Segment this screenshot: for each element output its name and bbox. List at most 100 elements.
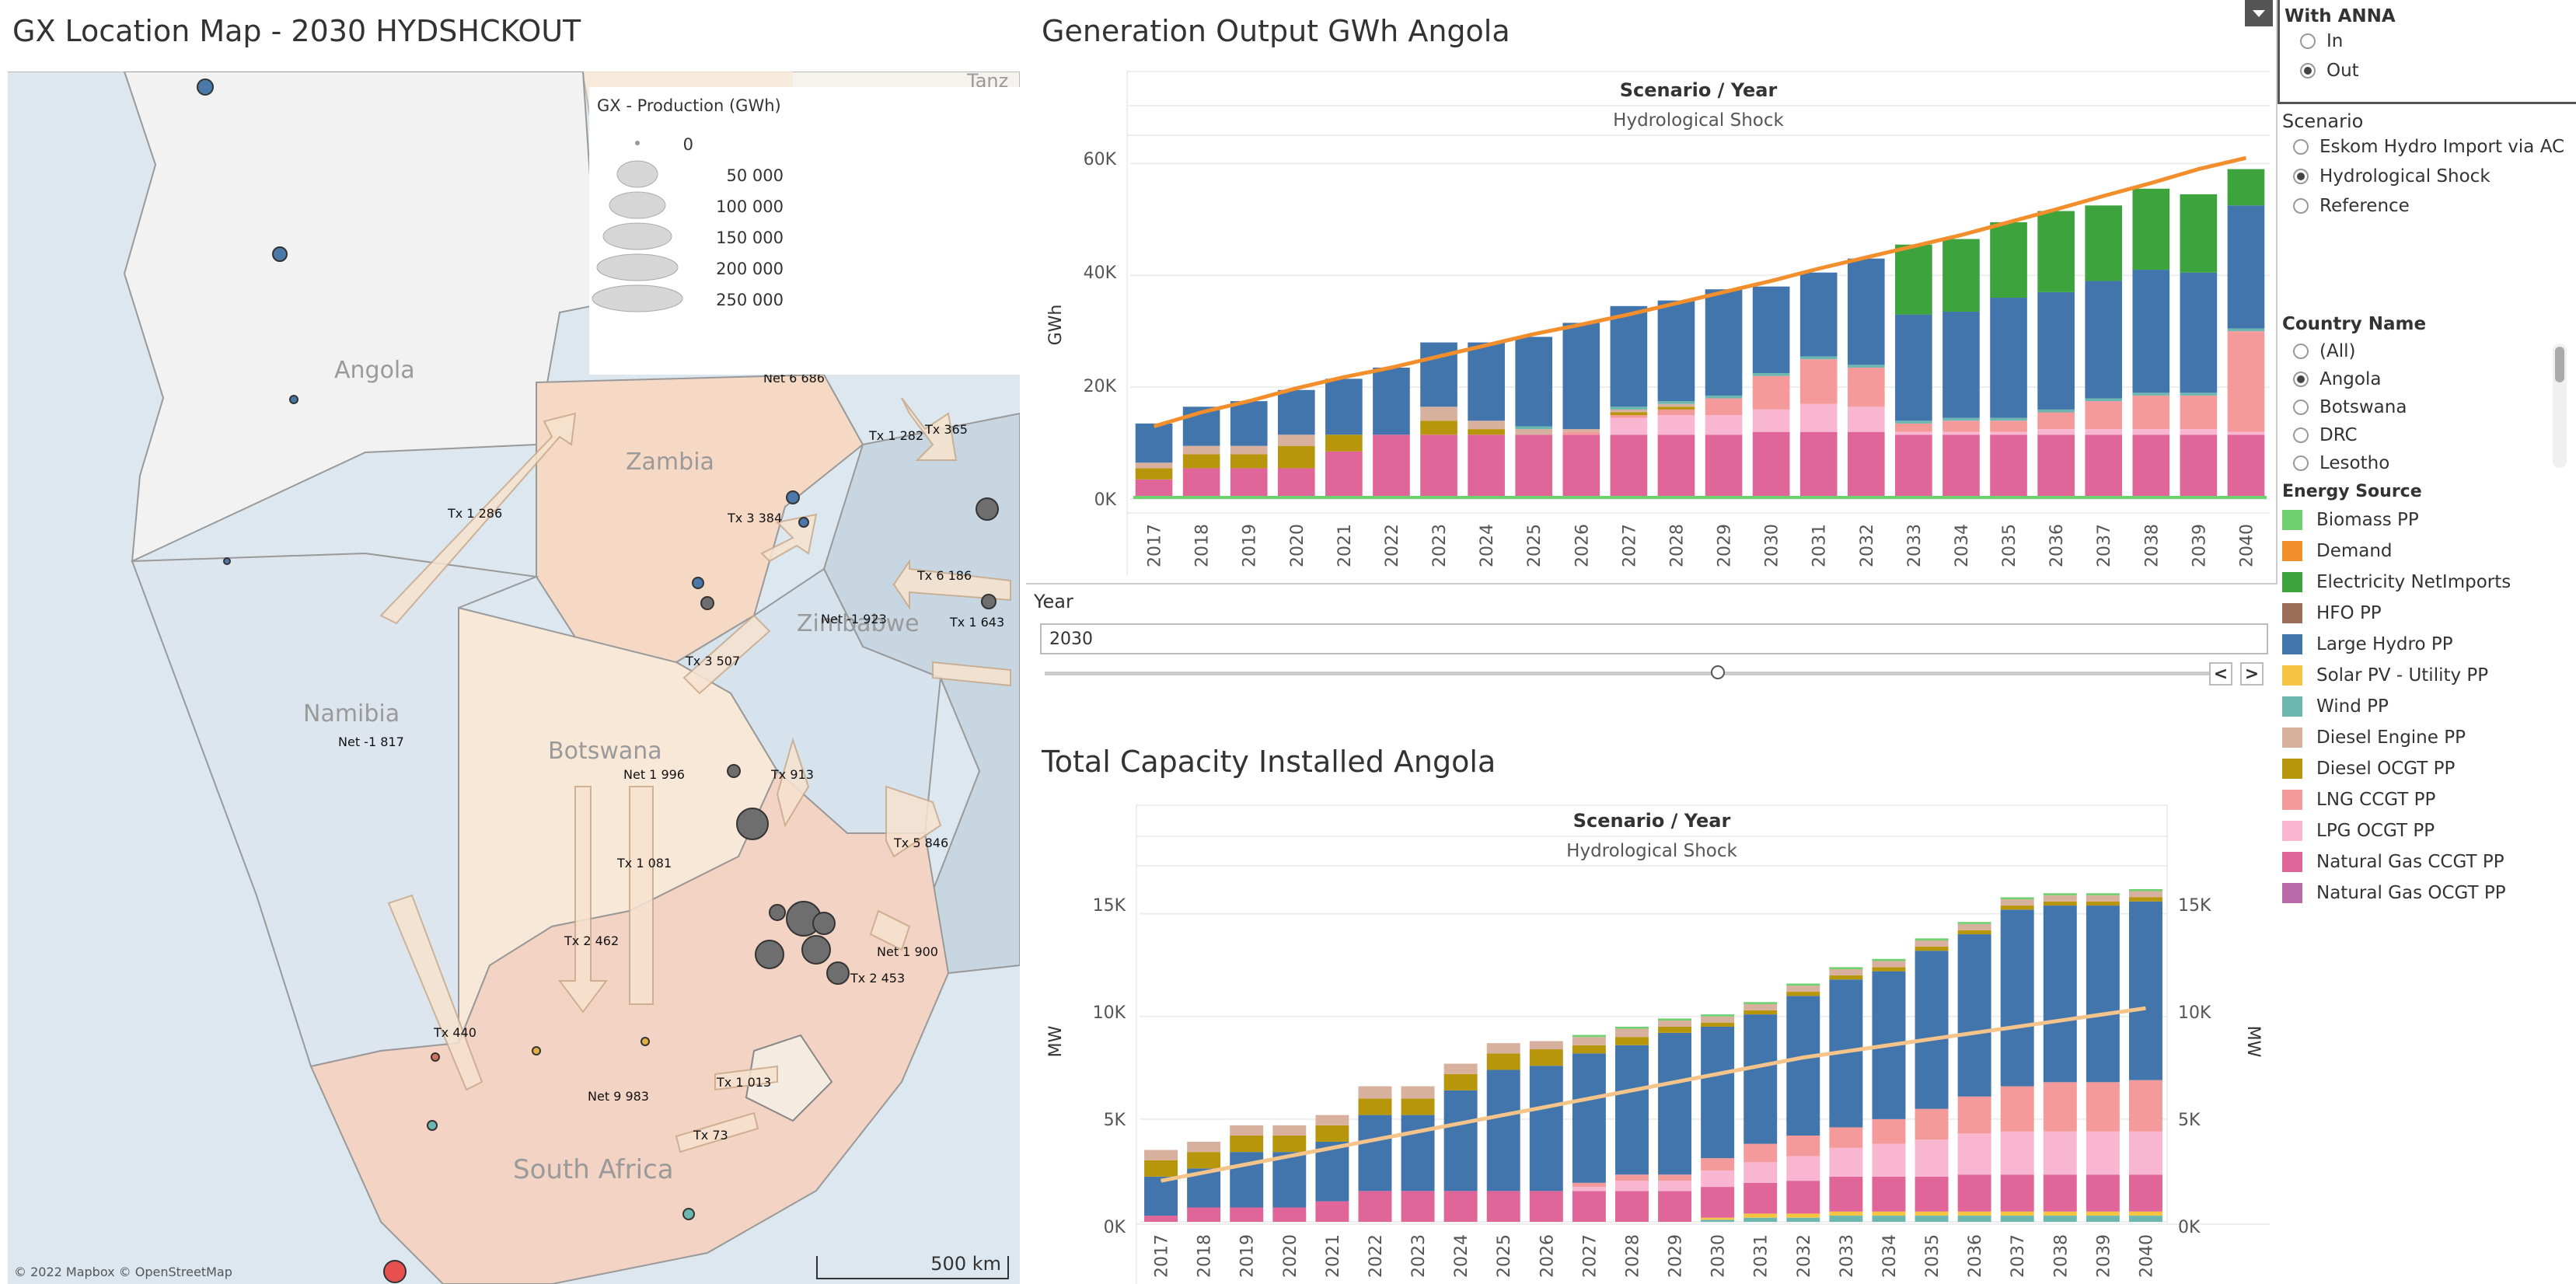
bar-segment[interactable] [1610, 434, 1648, 499]
bar-segment[interactable] [1957, 1096, 1991, 1134]
country-option[interactable]: Botswana [2282, 393, 2570, 421]
bar-segment[interactable] [1957, 1133, 1991, 1175]
bar-segment[interactable] [1486, 1191, 1520, 1222]
bar-segment[interactable] [1990, 417, 2027, 421]
bar-segment[interactable] [2085, 205, 2123, 281]
bar-segment[interactable] [1847, 431, 1885, 499]
bar-segment[interactable] [1705, 395, 1743, 399]
bar-segment[interactable] [2180, 429, 2218, 435]
bar-segment[interactable] [1915, 1176, 1949, 1212]
bar-segment[interactable] [1872, 1176, 1906, 1212]
bar-segment[interactable] [2000, 1174, 2034, 1212]
bar-segment[interactable] [2227, 205, 2265, 329]
bar-segment[interactable] [1443, 1073, 1478, 1090]
year-next-button[interactable]: > [2240, 662, 2264, 686]
bar-segment[interactable] [2180, 393, 2218, 396]
bar-segment[interactable] [1752, 286, 1790, 374]
bar-segment[interactable] [1272, 1125, 1307, 1136]
bar-segment[interactable] [2043, 905, 2077, 1083]
bar-segment[interactable] [1658, 1181, 1692, 1192]
bar-segment[interactable] [1915, 1108, 1949, 1140]
bar-segment[interactable] [2132, 395, 2170, 430]
bar-segment[interactable] [1744, 1182, 1778, 1214]
bar-segment[interactable] [1942, 431, 1980, 435]
bar-segment[interactable] [1701, 1187, 1735, 1218]
bar-segment[interactable] [1486, 1053, 1520, 1070]
bar-segment[interactable] [1657, 434, 1695, 499]
bar-segment[interactable] [2086, 901, 2120, 906]
bar-segment[interactable] [1915, 951, 1949, 1109]
bar-segment[interactable] [1230, 401, 1268, 446]
bar-segment[interactable] [1610, 409, 1648, 413]
bar-segment[interactable] [1744, 1143, 1778, 1163]
bar-segment[interactable] [1942, 312, 1980, 418]
bar-segment[interactable] [1562, 429, 1600, 432]
bar-segment[interactable] [1610, 305, 1648, 407]
legend-item[interactable]: Biomass PP [2282, 504, 2570, 536]
map-attribution[interactable]: © 2022 Mapbox © OpenStreetMap [14, 1265, 232, 1279]
legend-item[interactable]: LPG OCGT PP [2282, 815, 2570, 846]
bar-segment[interactable] [1325, 379, 1363, 435]
bar-segment[interactable] [1786, 1181, 1820, 1214]
bar-segment[interactable] [1529, 1049, 1563, 1066]
bar-segment[interactable] [2128, 1216, 2162, 1222]
bar-segment[interactable] [1515, 434, 1553, 499]
bar-segment[interactable] [1786, 1156, 1820, 1181]
bar-segment[interactable] [1468, 420, 1505, 430]
scenario-option[interactable]: Eskom Hydro Import via AC [2282, 132, 2570, 162]
bar-segment[interactable] [2086, 1174, 2120, 1212]
year-slider-thumb[interactable] [1711, 665, 1725, 679]
bar-segment[interactable] [1562, 323, 1600, 430]
bar-segment[interactable] [2128, 891, 2162, 898]
bar-segment[interactable] [1915, 1211, 1949, 1216]
legend-item[interactable]: Electricity NetImports [2282, 567, 2570, 598]
bar-segment[interactable] [1182, 445, 1220, 455]
bar-segment[interactable] [1847, 406, 1885, 432]
bar-segment[interactable] [1752, 375, 1790, 410]
bar-segment[interactable] [2000, 1131, 2034, 1175]
bar-segment[interactable] [2227, 431, 2265, 435]
bar-segment[interactable] [2128, 1080, 2162, 1132]
bar-segment[interactable] [1990, 298, 2027, 418]
bar-segment[interactable] [1230, 468, 1268, 499]
bar-segment[interactable] [1744, 1162, 1778, 1183]
bar-segment[interactable] [1315, 1125, 1349, 1142]
bar-segment[interactable] [1529, 1041, 1563, 1050]
bar-segment[interactable] [2037, 211, 2075, 292]
bar-segment[interactable] [1957, 1211, 1991, 1216]
bar-segment[interactable] [2043, 1082, 2077, 1132]
bar-segment[interactable] [1135, 423, 1173, 463]
bar-segment[interactable] [1187, 1152, 1221, 1169]
with-anna-option-out[interactable]: Out [2285, 56, 2571, 85]
bar-segment[interactable] [1872, 958, 1906, 961]
bar-segment[interactable] [1829, 967, 1863, 969]
legend-item[interactable]: LNG CCGT PP [2282, 784, 2570, 815]
legend-item[interactable]: Solar PV - Utility PP [2282, 660, 2570, 691]
bar-segment[interactable] [1701, 1170, 1735, 1188]
bar-segment[interactable] [2128, 1131, 2162, 1175]
bar-segment[interactable] [1277, 468, 1315, 499]
bar-segment[interactable] [2086, 905, 2120, 1083]
trend-line[interactable] [1153, 155, 2247, 428]
bar-segment[interactable] [1786, 992, 1820, 996]
legend-item[interactable]: Diesel Engine PP [2282, 722, 2570, 753]
bar-segment[interactable] [2043, 1174, 2077, 1212]
bar-segment[interactable] [1614, 1028, 1649, 1038]
bar-segment[interactable] [1786, 996, 1820, 1136]
bar-segment[interactable] [1957, 922, 1991, 924]
bar-segment[interactable] [2000, 905, 2034, 910]
bar-segment[interactable] [2086, 1131, 2120, 1175]
bar-segment[interactable] [2132, 188, 2170, 270]
legend-item[interactable]: HFO PP [2282, 598, 2570, 629]
bar-segment[interactable] [1990, 431, 2027, 435]
bar-segment[interactable] [1744, 1217, 1778, 1222]
bar-segment[interactable] [1325, 434, 1363, 452]
bar-segment[interactable] [1915, 940, 1949, 947]
bar-segment[interactable] [1358, 1115, 1392, 1192]
bar-segment[interactable] [1182, 468, 1220, 499]
bar-segment[interactable] [1915, 1139, 1949, 1177]
bar-segment[interactable] [2085, 401, 2123, 430]
bar-segment[interactable] [1957, 1216, 1991, 1222]
bar-segment[interactable] [1701, 1026, 1735, 1159]
bar-segment[interactable] [1658, 1018, 1692, 1021]
